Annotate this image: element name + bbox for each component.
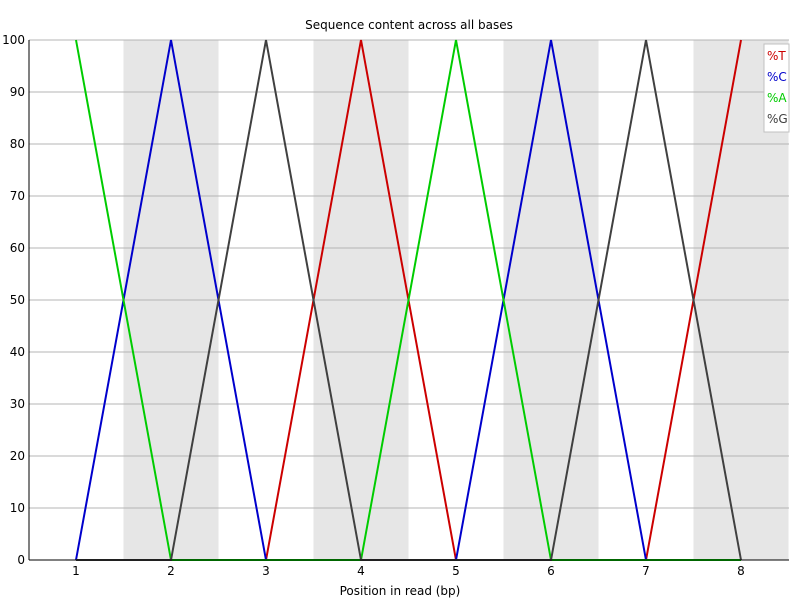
y-tick-labels: 0 10 20 30 40 50 60 70 80 90 100	[2, 33, 25, 567]
legend: %T %C %A %G	[763, 43, 790, 133]
y-tick-label-90: 90	[10, 85, 25, 99]
chart-title: Sequence content across all bases	[305, 18, 513, 32]
x-tick-label-2: 2	[167, 564, 175, 578]
x-axis-label: Position in read (bp)	[340, 584, 461, 598]
y-tick-label-60: 60	[10, 241, 25, 255]
y-tick-label-0: 0	[17, 553, 25, 567]
y-tick-label-50: 50	[10, 293, 25, 307]
y-tick-label-80: 80	[10, 137, 25, 151]
y-tick-label-30: 30	[10, 397, 25, 411]
x-tick-label-6: 6	[547, 564, 555, 578]
x-tick-label-4: 4	[357, 564, 365, 578]
y-tick-label-10: 10	[10, 501, 25, 515]
y-tick-label-20: 20	[10, 449, 25, 463]
y-tick-label-40: 40	[10, 345, 25, 359]
legend-entry-pct-g: %G	[767, 112, 788, 126]
legend-entry-pct-c: %C	[767, 70, 787, 84]
y-tick-label-70: 70	[10, 189, 25, 203]
x-tick-label-7: 7	[642, 564, 650, 578]
x-tick-label-3: 3	[262, 564, 270, 578]
axes	[28, 40, 789, 561]
x-tick-label-8: 8	[737, 564, 745, 578]
x-tick-label-5: 5	[452, 564, 460, 578]
legend-box	[763, 43, 790, 133]
legend-entry-pct-a: %A	[767, 91, 787, 105]
legend-entry-pct-t: %T	[767, 49, 786, 63]
x-tick-label-1: 1	[72, 564, 80, 578]
x-tick-labels: 1 2 3 4 5 6 7 8	[72, 564, 745, 578]
y-tick-label-100: 100	[2, 33, 25, 47]
